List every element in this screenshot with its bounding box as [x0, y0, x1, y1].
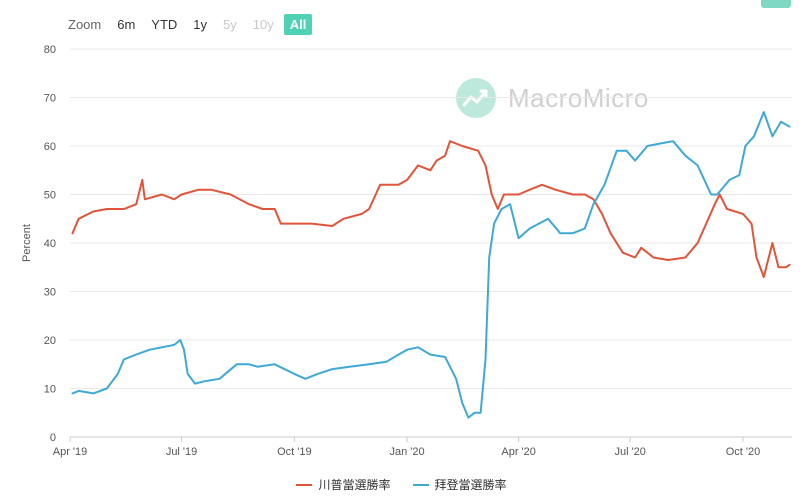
- zoom-ytd-button[interactable]: YTD: [151, 16, 178, 32]
- x-tick-label: Apr '20: [501, 446, 536, 458]
- x-tick-label: Oct '19: [277, 446, 312, 458]
- zoom-label: Zoom: [68, 16, 102, 32]
- x-tick-label: Oct '20: [726, 446, 761, 458]
- zoom-10y-button[interactable]: 10y: [252, 16, 274, 32]
- legend-label-trump: 川普當選勝率: [318, 478, 391, 492]
- series-line-biden[interactable]: [71, 111, 791, 419]
- y-axis-label: Percent: [21, 224, 33, 262]
- y-tick-label: 30: [44, 287, 56, 299]
- zoom-6m-button[interactable]: 6m: [117, 16, 136, 32]
- legend-swatch-trump: [296, 483, 313, 486]
- y-tick-label: 80: [44, 44, 56, 56]
- legend-item-trump[interactable]: 川普當選勝率: [296, 476, 391, 493]
- y-tick-label: 40: [44, 238, 56, 250]
- legend-item-biden[interactable]: 拜登當選勝率: [412, 476, 507, 493]
- x-tick-label: Jul '20: [614, 446, 645, 458]
- y-tick-label: 60: [44, 141, 56, 153]
- y-tick-label: 0: [50, 432, 56, 444]
- line-chart: 0 10 20 30 40 50 60 70 80 Apr '19 Jul '19 Oct '19 J…: [21, 44, 792, 458]
- grid-lines: [70, 48, 792, 438]
- x-tick-label: Jul '19: [166, 446, 197, 458]
- x-tick-label: Apr '19: [53, 446, 88, 458]
- legend: 川普當選勝率 拜登當選勝率: [0, 476, 803, 493]
- legend-swatch-biden: [412, 483, 429, 486]
- x-tick-label: Jan '20: [390, 446, 425, 458]
- y-tick-label: 50: [44, 190, 56, 202]
- series-lines: [71, 111, 791, 419]
- zoom-1y-button[interactable]: 1y: [193, 16, 208, 32]
- top-right-tab[interactable]: [761, 0, 791, 8]
- zoom-5y-button[interactable]: 5y: [223, 16, 237, 32]
- y-tick-label: 70: [44, 93, 56, 105]
- y-tick-label: 20: [44, 335, 56, 347]
- zoom-all-button[interactable]: All: [283, 13, 313, 35]
- x-axis-ticks: Apr '19 Jul '19 Oct '19 Jan '20 Apr '20 Jul '…: [53, 437, 760, 458]
- y-axis-ticks: 0 10 20 30 40 50 60 70 80: [44, 44, 56, 444]
- zoom-selector: Zoom 6m YTD 1y 5y 10y All: [68, 12, 313, 36]
- series-line-trump[interactable]: [71, 140, 791, 278]
- y-tick-label: 10: [44, 384, 56, 396]
- legend-label-biden: 拜登當選勝率: [434, 478, 507, 492]
